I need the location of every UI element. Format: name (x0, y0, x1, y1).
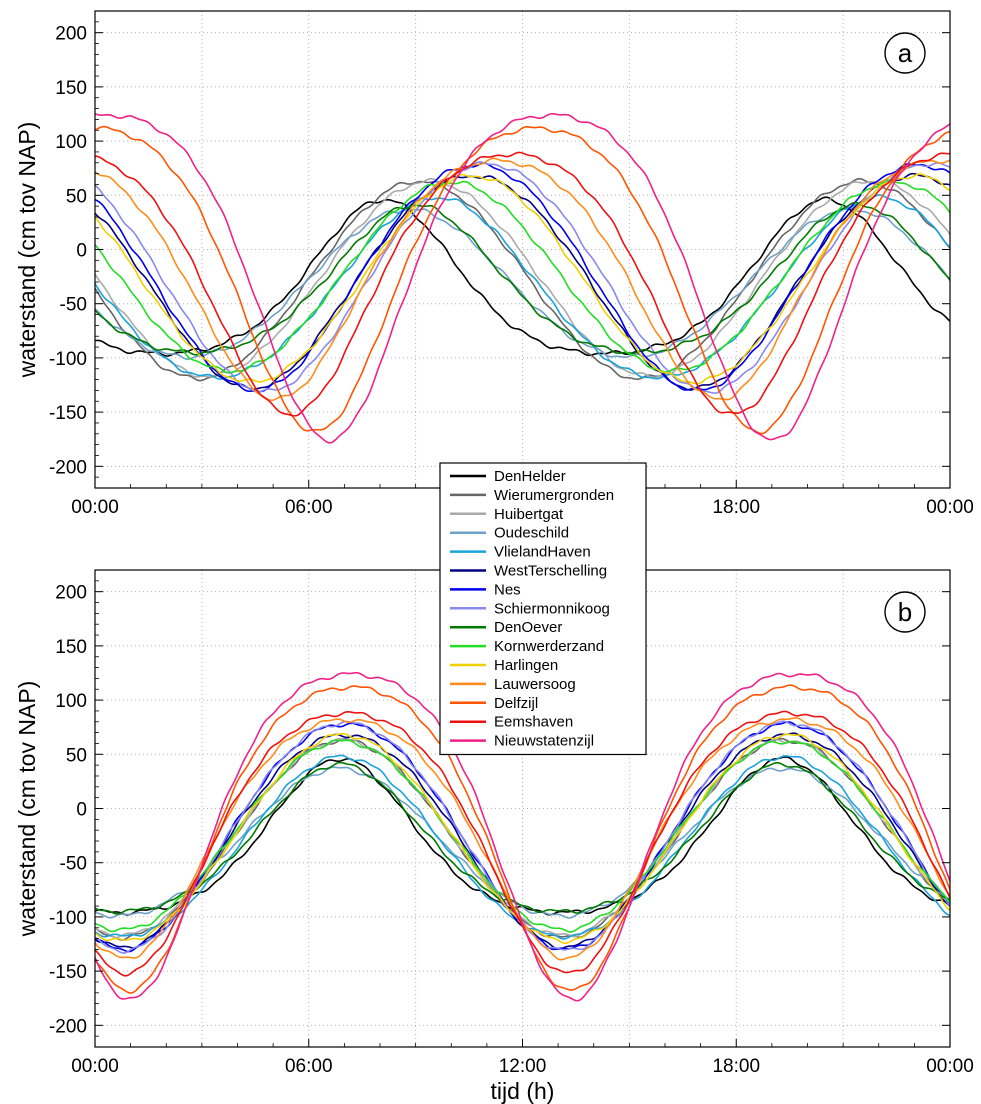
legend-label: WestTerschelling (494, 563, 607, 580)
y-tick-label: 200 (55, 583, 87, 604)
legend: DenHelder Wierumergronden Huibertgat Oudesc… (439, 462, 647, 756)
y-tick-label: -150 (49, 962, 87, 983)
series-line-vlielandhaven (94, 194, 951, 380)
legend-label: Eemshaven (494, 714, 573, 731)
series-line-denoever (94, 201, 951, 356)
legend-label: DenOever (494, 619, 562, 636)
series-line-eemshaven (94, 151, 951, 417)
y-tick-label: -50 (60, 854, 87, 875)
y-tick-label: 100 (55, 132, 87, 153)
series-line-nieuwstatenzijl (94, 671, 951, 1002)
series-line-wierumergronden (94, 177, 951, 382)
legend-label: Kornwerderzand (494, 638, 604, 655)
y-tick-label: 150 (55, 78, 87, 99)
legend-label: Nieuwstatenzijl (494, 733, 594, 750)
y-tick-label: -150 (49, 403, 87, 424)
series-line-wierumergronden (94, 737, 951, 941)
y-tick-label: -50 (60, 295, 87, 316)
legend-label: Oudeschild (494, 525, 569, 542)
legend-label: Wierumergronden (494, 487, 614, 504)
x-tick-label: 12:00 (499, 1056, 547, 1077)
series-line-harlingen (94, 173, 951, 385)
series-line-denoever (94, 761, 951, 915)
x-axis-label: tijd (h) (491, 1078, 555, 1104)
x-tick-label: 18:00 (712, 1056, 760, 1077)
y-tick-label: 0 (76, 800, 87, 821)
x-tick-label: 00:00 (926, 1056, 974, 1077)
series-line-lauwersoog (94, 157, 951, 402)
panel-b: -200 -150 -100 -50 0 50 100 150 200 00:00 06:00 12:… (14, 569, 974, 1104)
legend-label: DenHelder (494, 468, 566, 485)
y-tick-label: -200 (49, 457, 87, 478)
series-line-denhelder (94, 196, 951, 357)
y-tick-label: 50 (66, 745, 87, 766)
series-line-nes (94, 162, 951, 393)
x-tick-label: 00:00 (926, 497, 974, 518)
legend-label: Lauwersoog (494, 676, 576, 693)
series-line-denhelder (94, 756, 951, 916)
series-line-delfzijl (94, 125, 951, 435)
x-tick-label: 00:00 (71, 1056, 119, 1077)
y-tick-label: 150 (55, 637, 87, 658)
panel-letter: b (898, 597, 912, 627)
y-tick-label: 200 (55, 24, 87, 45)
legend-label: Schiermonnikoog (494, 600, 610, 617)
panel-badge (884, 591, 926, 633)
y-tick-label: 100 (55, 691, 87, 712)
legend-label: VlielandHaven (494, 544, 591, 561)
panel-badge (884, 32, 926, 74)
x-tick-label: 00:00 (71, 497, 119, 518)
series-line-nieuwstatenzijl (94, 112, 951, 444)
y-tick-label: -100 (49, 908, 87, 929)
series-line-oudeschild (94, 206, 951, 360)
y-axis-label: waterstand (cm tov NAP) (14, 122, 40, 379)
y-tick-label: 0 (76, 241, 87, 262)
series-line-eemshaven (94, 710, 951, 977)
panel-letter: a (898, 38, 913, 68)
series-line-kornwerderzand (94, 179, 951, 374)
y-tick-label: -200 (49, 1016, 87, 1037)
series-line-kornwerderzand (94, 739, 951, 933)
y-tick-label: 50 (66, 186, 87, 207)
y-tick-label: -100 (49, 349, 87, 370)
legend-label: Harlingen (494, 657, 558, 674)
x-tick-label: 06:00 (285, 497, 333, 518)
x-tick-label: 06:00 (285, 1056, 333, 1077)
x-tick-label: 18:00 (712, 497, 760, 518)
legend-label: Delfzijl (494, 695, 538, 712)
y-axis-label: waterstand (cm tov NAP) (14, 681, 40, 938)
legend-label: Huibertgat (494, 506, 564, 523)
panel-a: -200 -150 -100 -50 0 50 100 150 200 00:00 06:00 18:… (14, 10, 974, 518)
legend-label: Nes (494, 581, 521, 598)
